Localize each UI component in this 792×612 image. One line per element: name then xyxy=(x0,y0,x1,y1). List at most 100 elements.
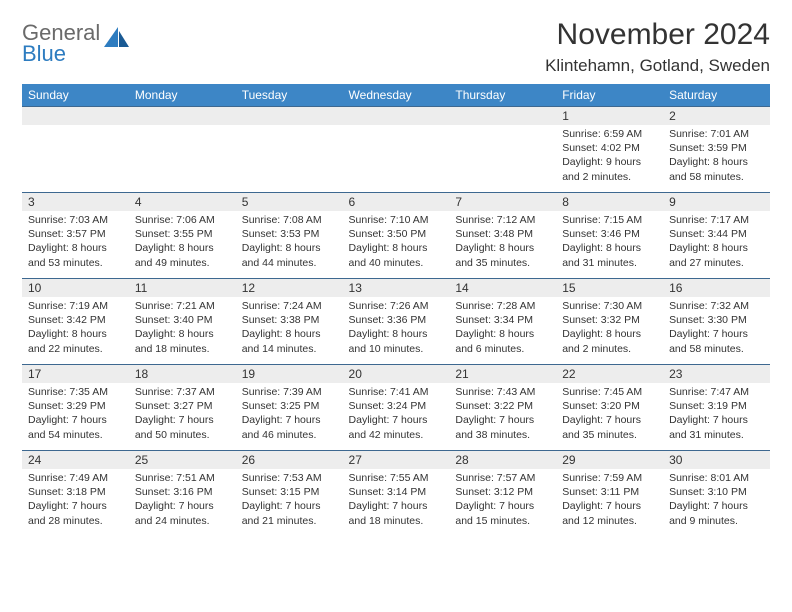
sunrise-text: Sunrise: 7:19 AM xyxy=(28,299,123,313)
day-number: 12 xyxy=(236,279,343,297)
day-number: 23 xyxy=(663,365,770,383)
day-content-empty xyxy=(449,125,556,185)
calendar-day-cell: 18Sunrise: 7:37 AMSunset: 3:27 PMDayligh… xyxy=(129,365,236,451)
daylight-text: Daylight: 7 hours and 21 minutes. xyxy=(242,499,337,527)
sunset-text: Sunset: 3:34 PM xyxy=(455,313,550,327)
day-number: 1 xyxy=(556,107,663,125)
calendar-day-cell: 22Sunrise: 7:45 AMSunset: 3:20 PMDayligh… xyxy=(556,365,663,451)
sunset-text: Sunset: 3:18 PM xyxy=(28,485,123,499)
sunrise-text: Sunrise: 6:59 AM xyxy=(562,127,657,141)
location: Klintehamn, Gotland, Sweden xyxy=(545,56,770,76)
daylight-text: Daylight: 8 hours and 35 minutes. xyxy=(455,241,550,269)
daylight-text: Daylight: 7 hours and 46 minutes. xyxy=(242,413,337,441)
calendar-day-cell: 4Sunrise: 7:06 AMSunset: 3:55 PMDaylight… xyxy=(129,193,236,279)
day-content: Sunrise: 7:01 AMSunset: 3:59 PMDaylight:… xyxy=(663,125,770,188)
day-content: Sunrise: 7:15 AMSunset: 3:46 PMDaylight:… xyxy=(556,211,663,274)
sail-icon xyxy=(104,27,130,54)
calendar-day-cell: 27Sunrise: 7:55 AMSunset: 3:14 PMDayligh… xyxy=(343,451,450,537)
sunrise-text: Sunrise: 7:21 AM xyxy=(135,299,230,313)
day-content: Sunrise: 7:43 AMSunset: 3:22 PMDaylight:… xyxy=(449,383,556,446)
calendar-day-cell: 24Sunrise: 7:49 AMSunset: 3:18 PMDayligh… xyxy=(22,451,129,537)
sunset-text: Sunset: 3:15 PM xyxy=(242,485,337,499)
day-content: Sunrise: 7:35 AMSunset: 3:29 PMDaylight:… xyxy=(22,383,129,446)
calendar-day-cell: 20Sunrise: 7:41 AMSunset: 3:24 PMDayligh… xyxy=(343,365,450,451)
daylight-text: Daylight: 8 hours and 18 minutes. xyxy=(135,327,230,355)
calendar-day-cell: 3Sunrise: 7:03 AMSunset: 3:57 PMDaylight… xyxy=(22,193,129,279)
daylight-text: Daylight: 7 hours and 35 minutes. xyxy=(562,413,657,441)
day-number-empty xyxy=(22,107,129,125)
weekday-header: Tuesday xyxy=(236,84,343,107)
day-number: 30 xyxy=(663,451,770,469)
day-number: 9 xyxy=(663,193,770,211)
daylight-text: Daylight: 8 hours and 31 minutes. xyxy=(562,241,657,269)
calendar-header-row: SundayMondayTuesdayWednesdayThursdayFrid… xyxy=(22,84,770,107)
calendar-day-cell: 9Sunrise: 7:17 AMSunset: 3:44 PMDaylight… xyxy=(663,193,770,279)
sunrise-text: Sunrise: 7:01 AM xyxy=(669,127,764,141)
sunrise-text: Sunrise: 7:24 AM xyxy=(242,299,337,313)
sunrise-text: Sunrise: 7:26 AM xyxy=(349,299,444,313)
sunset-text: Sunset: 3:59 PM xyxy=(669,141,764,155)
calendar-week-row: 3Sunrise: 7:03 AMSunset: 3:57 PMDaylight… xyxy=(22,193,770,279)
calendar-day-cell: 19Sunrise: 7:39 AMSunset: 3:25 PMDayligh… xyxy=(236,365,343,451)
weekday-header: Saturday xyxy=(663,84,770,107)
day-content: Sunrise: 7:21 AMSunset: 3:40 PMDaylight:… xyxy=(129,297,236,360)
daylight-text: Daylight: 7 hours and 12 minutes. xyxy=(562,499,657,527)
calendar-day-cell xyxy=(343,107,450,193)
daylight-text: Daylight: 8 hours and 27 minutes. xyxy=(669,241,764,269)
day-number: 27 xyxy=(343,451,450,469)
day-number: 11 xyxy=(129,279,236,297)
sunset-text: Sunset: 3:12 PM xyxy=(455,485,550,499)
sunset-text: Sunset: 3:30 PM xyxy=(669,313,764,327)
daylight-text: Daylight: 8 hours and 58 minutes. xyxy=(669,155,764,183)
sunrise-text: Sunrise: 7:35 AM xyxy=(28,385,123,399)
calendar-day-cell: 28Sunrise: 7:57 AMSunset: 3:12 PMDayligh… xyxy=(449,451,556,537)
calendar-day-cell xyxy=(129,107,236,193)
day-content: Sunrise: 7:19 AMSunset: 3:42 PMDaylight:… xyxy=(22,297,129,360)
day-number: 8 xyxy=(556,193,663,211)
day-number: 13 xyxy=(343,279,450,297)
day-number-empty xyxy=(129,107,236,125)
day-number-empty xyxy=(236,107,343,125)
sunset-text: Sunset: 3:20 PM xyxy=(562,399,657,413)
calendar-day-cell: 30Sunrise: 8:01 AMSunset: 3:10 PMDayligh… xyxy=(663,451,770,537)
calendar-day-cell: 5Sunrise: 7:08 AMSunset: 3:53 PMDaylight… xyxy=(236,193,343,279)
sunset-text: Sunset: 4:02 PM xyxy=(562,141,657,155)
sunrise-text: Sunrise: 7:57 AM xyxy=(455,471,550,485)
calendar-week-row: 1Sunrise: 6:59 AMSunset: 4:02 PMDaylight… xyxy=(22,107,770,193)
calendar-table: SundayMondayTuesdayWednesdayThursdayFrid… xyxy=(22,84,770,537)
header: General Blue November 2024 Klintehamn, G… xyxy=(22,18,770,76)
daylight-text: Daylight: 7 hours and 50 minutes. xyxy=(135,413,230,441)
day-content: Sunrise: 7:57 AMSunset: 3:12 PMDaylight:… xyxy=(449,469,556,532)
sunrise-text: Sunrise: 7:03 AM xyxy=(28,213,123,227)
sunrise-text: Sunrise: 7:55 AM xyxy=(349,471,444,485)
sunset-text: Sunset: 3:44 PM xyxy=(669,227,764,241)
calendar-day-cell: 29Sunrise: 7:59 AMSunset: 3:11 PMDayligh… xyxy=(556,451,663,537)
calendar-day-cell: 17Sunrise: 7:35 AMSunset: 3:29 PMDayligh… xyxy=(22,365,129,451)
calendar-day-cell: 6Sunrise: 7:10 AMSunset: 3:50 PMDaylight… xyxy=(343,193,450,279)
day-number: 19 xyxy=(236,365,343,383)
sunset-text: Sunset: 3:22 PM xyxy=(455,399,550,413)
logo: General Blue xyxy=(22,18,130,65)
day-number: 25 xyxy=(129,451,236,469)
sunset-text: Sunset: 3:53 PM xyxy=(242,227,337,241)
sunset-text: Sunset: 3:16 PM xyxy=(135,485,230,499)
calendar-day-cell xyxy=(449,107,556,193)
daylight-text: Daylight: 7 hours and 18 minutes. xyxy=(349,499,444,527)
daylight-text: Daylight: 8 hours and 10 minutes. xyxy=(349,327,444,355)
sunset-text: Sunset: 3:46 PM xyxy=(562,227,657,241)
sunrise-text: Sunrise: 7:49 AM xyxy=(28,471,123,485)
weekday-header: Wednesday xyxy=(343,84,450,107)
day-number: 22 xyxy=(556,365,663,383)
sunrise-text: Sunrise: 7:59 AM xyxy=(562,471,657,485)
daylight-text: Daylight: 8 hours and 49 minutes. xyxy=(135,241,230,269)
day-number: 15 xyxy=(556,279,663,297)
daylight-text: Daylight: 8 hours and 53 minutes. xyxy=(28,241,123,269)
daylight-text: Daylight: 8 hours and 40 minutes. xyxy=(349,241,444,269)
day-number: 20 xyxy=(343,365,450,383)
sunrise-text: Sunrise: 7:12 AM xyxy=(455,213,550,227)
day-content: Sunrise: 7:06 AMSunset: 3:55 PMDaylight:… xyxy=(129,211,236,274)
day-content: Sunrise: 7:39 AMSunset: 3:25 PMDaylight:… xyxy=(236,383,343,446)
sunset-text: Sunset: 3:14 PM xyxy=(349,485,444,499)
day-content: Sunrise: 6:59 AMSunset: 4:02 PMDaylight:… xyxy=(556,125,663,188)
day-content: Sunrise: 7:55 AMSunset: 3:14 PMDaylight:… xyxy=(343,469,450,532)
